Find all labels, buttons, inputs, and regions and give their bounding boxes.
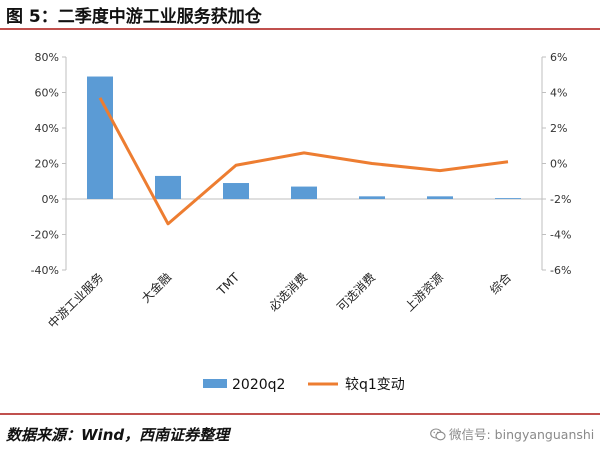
bar bbox=[223, 183, 249, 199]
category-label: 可选消费 bbox=[334, 270, 378, 314]
bar bbox=[359, 196, 385, 199]
left-tick-label: 20% bbox=[35, 158, 59, 171]
bar bbox=[155, 175, 181, 199]
legend-bar-swatch bbox=[203, 379, 227, 388]
right-tick-label: -6% bbox=[550, 264, 571, 277]
left-tick-label: -20% bbox=[31, 229, 59, 242]
category-label: 中游工业服务 bbox=[45, 270, 107, 332]
category-label: 大金融 bbox=[138, 270, 174, 306]
bar-series bbox=[87, 76, 521, 199]
category-label: 综合 bbox=[487, 270, 515, 298]
left-tick-label: 60% bbox=[35, 87, 59, 100]
watermark: 微信号: bingyanguanshi bbox=[430, 424, 594, 443]
wechat-icon bbox=[430, 428, 446, 441]
axis-lines bbox=[65, 57, 543, 270]
right-tick-label: 2% bbox=[550, 122, 567, 135]
right-tick-label: 6% bbox=[550, 51, 567, 64]
right-axis: -6% -4% -2% 0% 2% 4% 6% bbox=[542, 51, 571, 277]
legend-bar-label: 2020q2 bbox=[232, 377, 285, 393]
bar bbox=[427, 196, 453, 199]
legend: 2020q2 较q1变动 bbox=[203, 377, 405, 393]
footer-rule bbox=[0, 413, 600, 415]
left-tick-label: 40% bbox=[35, 122, 59, 135]
title-rule bbox=[0, 28, 600, 30]
bar bbox=[495, 198, 521, 199]
category-label: 必选消费 bbox=[266, 270, 310, 314]
right-tick-label: 4% bbox=[550, 87, 567, 100]
line-path bbox=[98, 97, 509, 226]
figure-title: 图 5：二季度中游工业服务获加仓 bbox=[6, 7, 262, 27]
legend-line-label: 较q1变动 bbox=[345, 377, 405, 393]
watermark-text: 微信号: bingyanguanshi bbox=[449, 427, 595, 442]
category-labels: 中游工业服务 大金融 TMT 必选消费 可选消费 上游资源 综合 bbox=[45, 270, 515, 332]
left-tick-label: -40% bbox=[31, 264, 59, 277]
combo-chart: -40% -20% 0% 20% 40% 60% 80% -6% -4% -2% 0% 2% 4% 6%… bbox=[31, 51, 572, 393]
right-tick-label: -4% bbox=[550, 229, 571, 242]
left-tick-label: 80% bbox=[35, 51, 59, 64]
right-tick-label: -2% bbox=[550, 193, 571, 206]
right-tick-label: 0% bbox=[550, 158, 567, 171]
source-note: 数据来源：Wind，西南证券整理 bbox=[6, 426, 230, 444]
bar bbox=[87, 76, 113, 199]
left-tick-label: 0% bbox=[42, 193, 59, 206]
category-label: 上游资源 bbox=[402, 270, 446, 314]
line-series bbox=[98, 97, 509, 226]
category-label: TMT bbox=[214, 270, 243, 299]
left-axis: -40% -20% 0% 20% 40% 60% 80% bbox=[31, 51, 66, 277]
bar bbox=[291, 186, 317, 199]
